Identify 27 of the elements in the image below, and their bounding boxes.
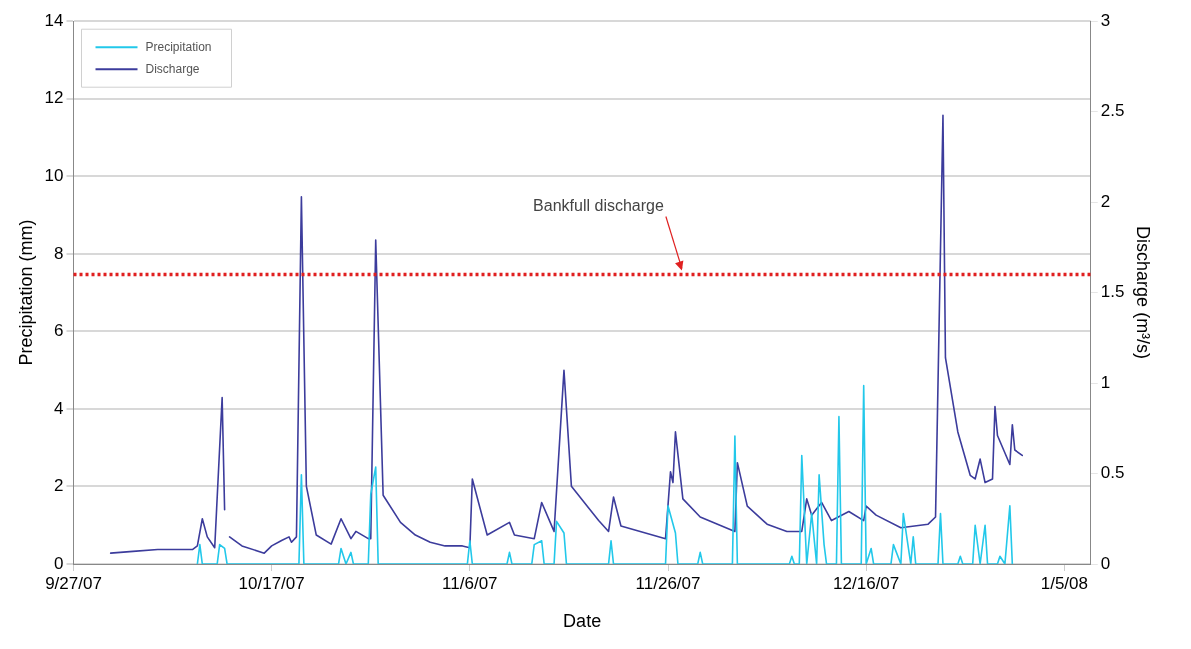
y2-tick-label: 3 <box>1100 10 1111 30</box>
y-tick-label: 12 <box>44 88 64 108</box>
y2-tick-label: 1.5 <box>1100 282 1125 302</box>
y-tick-label: 6 <box>54 321 64 341</box>
y-tick-label: 10 <box>44 165 64 185</box>
y2-tick-label: 2.5 <box>1100 101 1125 121</box>
y-tick-label: 4 <box>54 398 64 418</box>
legend-label: Discharge <box>145 61 200 76</box>
legend-label: Precipitation <box>145 39 212 54</box>
x-tick-label: 9/27/07 <box>45 573 102 593</box>
y2-axis-title: Discharge (m³/s) <box>1133 226 1154 360</box>
y-tick-label: 2 <box>54 476 64 496</box>
y-tick-label: 0 <box>54 553 64 573</box>
y2-tick-label: 0.5 <box>1100 463 1125 483</box>
y2-tick-label: 1 <box>1100 372 1111 392</box>
x-tick-label: 12/16/07 <box>833 573 900 593</box>
y-tick-label: 14 <box>44 10 64 30</box>
ref-line-label: Bankfull discharge <box>533 196 664 214</box>
y2-tick-label: 2 <box>1100 191 1111 211</box>
y-tick-label: 8 <box>54 243 64 263</box>
y2-tick-label: 0 <box>1100 553 1111 573</box>
x-tick-label: 11/26/07 <box>635 573 701 593</box>
x-tick-label: 11/6/07 <box>442 573 498 593</box>
x-axis-title: Date <box>563 611 602 632</box>
x-tick-label: 1/5/08 <box>1040 573 1088 593</box>
x-tick-label: 10/17/07 <box>238 573 305 593</box>
y-axis-title: Precipitation (mm) <box>15 219 36 366</box>
